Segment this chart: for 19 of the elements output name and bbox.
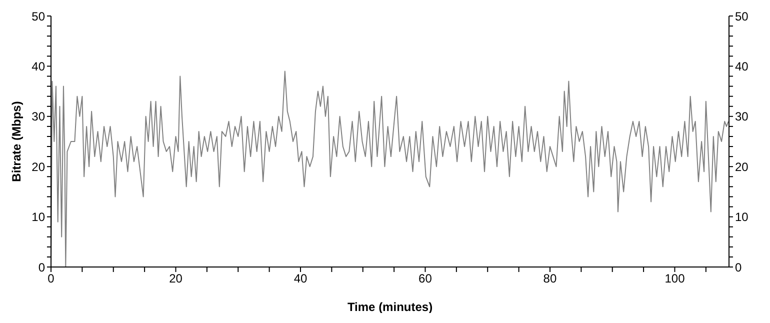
x-tick-label: 100 <box>664 272 686 286</box>
y-tick-label: 10 <box>32 210 46 224</box>
y-tick-label: 0 <box>38 260 46 274</box>
y2-tick-label: 0 <box>735 260 742 274</box>
y2-tick-label: 20 <box>735 160 749 174</box>
x-tick-label: 20 <box>169 272 183 286</box>
x-tick-label: 40 <box>294 272 308 286</box>
y-axis-title: Bitrate (Mbps) <box>9 101 24 182</box>
y2-tick-label: 10 <box>735 210 749 224</box>
x-tick-label: 60 <box>418 272 432 286</box>
y2-tick-label: 50 <box>735 9 749 24</box>
y-tick-label: 50 <box>32 9 46 24</box>
y-tick-label: 30 <box>32 110 46 124</box>
y2-tick-label: 30 <box>735 110 749 124</box>
x-tick-label: 0 <box>48 272 55 286</box>
y2-tick-label: 40 <box>735 59 749 74</box>
y-tick-label: 20 <box>32 160 46 174</box>
x-tick-label: 80 <box>543 272 557 286</box>
y-tick-label: 40 <box>32 59 46 74</box>
